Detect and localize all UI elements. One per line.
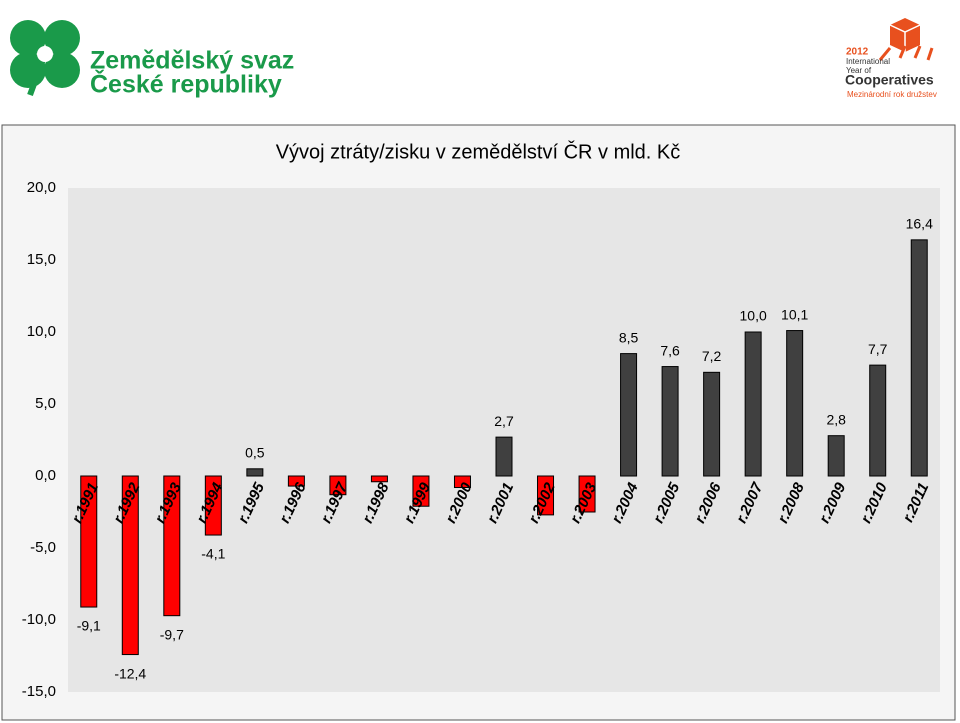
value-label: 8,5 xyxy=(619,329,639,345)
y-tick-label: -5,0 xyxy=(30,539,56,556)
bar xyxy=(412,475,430,507)
bar xyxy=(163,475,181,617)
coop-text: Year of xyxy=(846,66,872,75)
bar xyxy=(869,364,887,477)
value-label: 2,8 xyxy=(826,411,846,427)
bar xyxy=(80,475,98,608)
y-tick-label: 5,0 xyxy=(35,395,56,412)
bar xyxy=(204,475,222,536)
value-label: 0,5 xyxy=(245,445,265,461)
coop-sub: Mezinárodní rok družstev xyxy=(847,90,937,99)
y-tick-label: -10,0 xyxy=(22,611,56,628)
bar xyxy=(121,475,139,656)
y-tick-label: 0,0 xyxy=(35,467,56,484)
y-tick-label: 20,0 xyxy=(27,179,56,196)
value-label: -9,7 xyxy=(160,626,184,642)
bar xyxy=(495,436,513,477)
org-name: České republiky xyxy=(90,69,282,99)
y-tick-label: 15,0 xyxy=(27,251,56,268)
value-label: 16,4 xyxy=(906,216,933,232)
bar xyxy=(703,371,721,477)
org-name: Zemědělský svaz xyxy=(90,47,294,75)
coop-year: 2012 xyxy=(846,47,869,58)
org-logo xyxy=(10,20,80,97)
value-label: -4,1 xyxy=(201,546,225,562)
bar xyxy=(370,475,388,483)
bar xyxy=(578,475,596,513)
y-tick-label: -15,0 xyxy=(22,683,56,700)
bar xyxy=(661,366,679,477)
value-label: -9,1 xyxy=(77,618,101,634)
bar xyxy=(744,331,762,477)
bar xyxy=(910,239,928,477)
coop-text: Cooperatives xyxy=(845,72,934,88)
bar xyxy=(827,435,845,477)
value-label: 7,2 xyxy=(702,348,722,364)
value-label: -12,4 xyxy=(114,665,146,681)
bar xyxy=(786,330,804,477)
value-label: 10,0 xyxy=(740,308,767,324)
chart-title: Vývoj ztráty/zisku v zemědělství ČR v ml… xyxy=(276,140,681,163)
value-label: 7,7 xyxy=(868,341,888,357)
coop-logo xyxy=(878,18,934,61)
value-label: 7,6 xyxy=(660,342,680,358)
value-label: 10,1 xyxy=(781,306,808,322)
y-tick-label: 10,0 xyxy=(27,323,56,340)
value-label: 2,7 xyxy=(494,413,514,429)
bar xyxy=(453,475,471,489)
bar xyxy=(537,475,555,516)
bar xyxy=(329,475,347,496)
bar xyxy=(287,475,305,487)
coop-text: International xyxy=(846,57,890,66)
bar xyxy=(246,468,264,477)
bar xyxy=(620,353,638,477)
